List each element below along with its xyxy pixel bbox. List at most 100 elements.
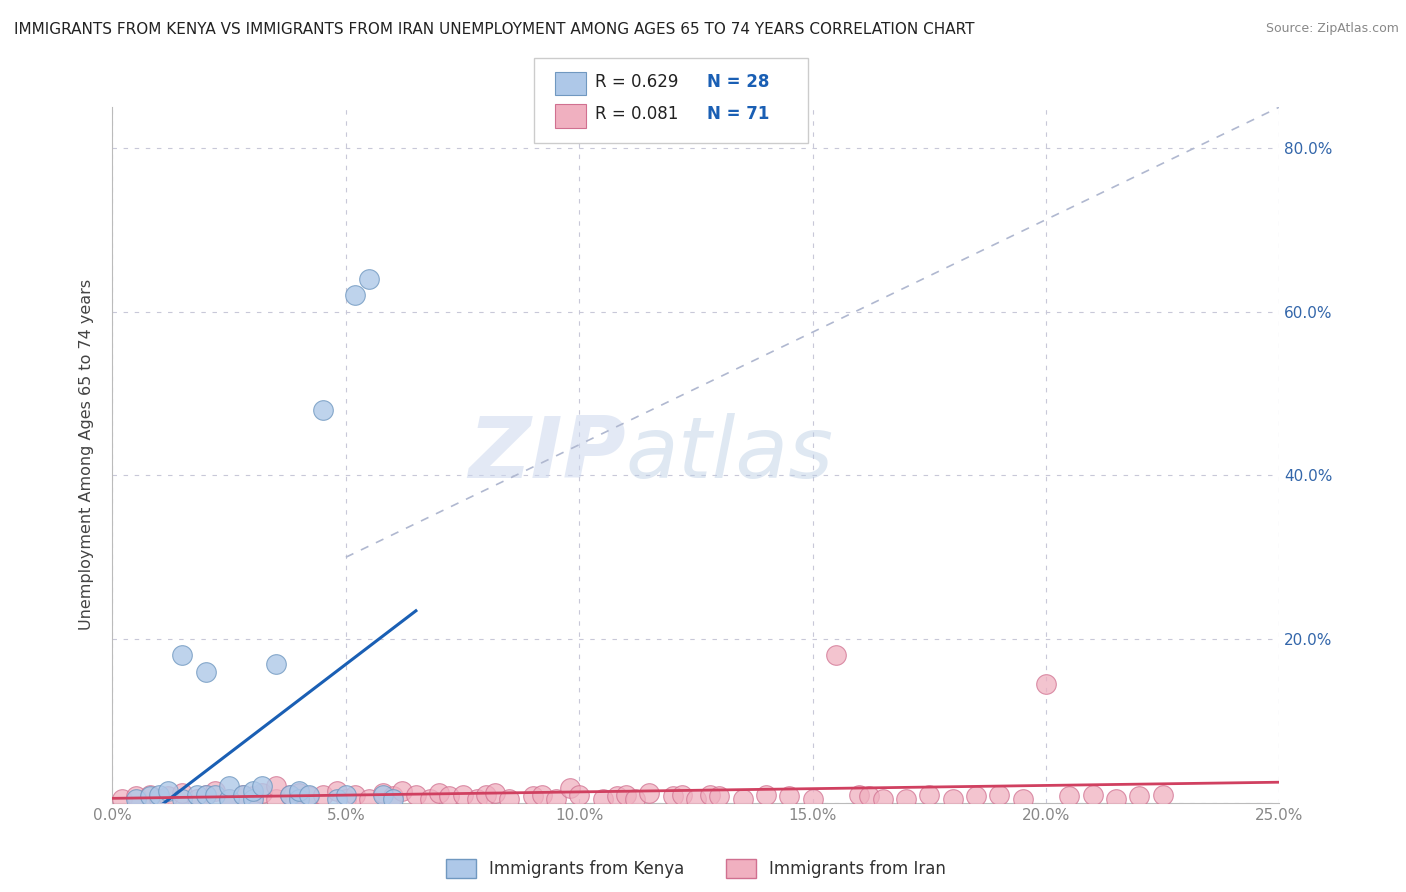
Point: [825, 648, 848, 663]
Text: atlas: atlas: [626, 413, 834, 497]
Point: [988, 788, 1011, 802]
Point: [1152, 788, 1174, 802]
Point: [288, 791, 311, 805]
Point: [250, 786, 273, 800]
Point: [373, 788, 395, 802]
Point: [544, 791, 567, 805]
Point: [111, 791, 134, 805]
Point: [1059, 789, 1081, 804]
Point: [419, 791, 441, 805]
Point: [344, 788, 367, 802]
Point: [204, 788, 226, 802]
Point: [1011, 791, 1033, 805]
Point: [218, 791, 240, 805]
Point: [172, 791, 194, 805]
Text: R = 0.081: R = 0.081: [595, 105, 678, 123]
Point: [1081, 788, 1104, 802]
Point: [638, 786, 661, 800]
Point: [755, 788, 778, 802]
Point: [624, 791, 647, 805]
Point: [592, 791, 614, 805]
Point: [606, 789, 628, 804]
Point: [172, 786, 194, 800]
Point: [148, 791, 170, 805]
Point: [148, 788, 170, 802]
Point: [614, 788, 637, 802]
Point: [405, 788, 427, 802]
Point: [1105, 791, 1128, 805]
Point: [391, 783, 413, 797]
Point: [194, 788, 217, 802]
Point: [232, 788, 254, 802]
Point: [437, 789, 460, 804]
Point: [172, 648, 194, 663]
Point: [325, 791, 347, 805]
Point: [965, 789, 987, 804]
Point: [801, 791, 824, 805]
Y-axis label: Unemployment Among Ages 65 to 74 years: Unemployment Among Ages 65 to 74 years: [79, 279, 94, 631]
Point: [264, 791, 287, 805]
Point: [278, 788, 301, 802]
Point: [731, 791, 754, 805]
Point: [427, 786, 450, 800]
Point: [918, 788, 941, 802]
Point: [194, 788, 217, 802]
Point: [484, 786, 506, 800]
Point: [242, 789, 264, 804]
Point: [671, 788, 693, 802]
Text: ZIP: ZIP: [468, 413, 626, 497]
Point: [498, 791, 520, 805]
Point: [373, 786, 395, 800]
Point: [872, 791, 894, 805]
Text: N = 71: N = 71: [707, 105, 769, 123]
Point: [699, 788, 721, 802]
Point: [1128, 789, 1150, 804]
Point: [218, 780, 240, 794]
Point: [858, 789, 880, 804]
Point: [661, 789, 683, 804]
Point: [278, 788, 301, 802]
Point: [139, 789, 162, 804]
Point: [186, 791, 208, 805]
Point: [232, 788, 254, 802]
Legend: Immigrants from Kenya, Immigrants from Iran: Immigrants from Kenya, Immigrants from I…: [439, 853, 953, 885]
Point: [264, 780, 287, 794]
Point: [381, 791, 404, 805]
Point: [894, 791, 917, 805]
Point: [125, 791, 148, 805]
Point: [288, 783, 311, 797]
Point: [381, 789, 404, 804]
Point: [335, 791, 357, 805]
Point: [568, 788, 591, 802]
Point: [522, 789, 544, 804]
Point: [218, 791, 240, 805]
Text: N = 28: N = 28: [707, 73, 769, 91]
Point: [1035, 677, 1057, 691]
Point: [157, 783, 180, 797]
Point: [194, 665, 217, 679]
Point: [709, 789, 731, 804]
Point: [250, 780, 273, 794]
Point: [242, 783, 264, 797]
Point: [311, 403, 333, 417]
Point: [311, 788, 333, 802]
Text: Source: ZipAtlas.com: Source: ZipAtlas.com: [1265, 22, 1399, 36]
Point: [465, 791, 488, 805]
Point: [297, 789, 319, 804]
Point: [139, 788, 162, 802]
Point: [264, 657, 287, 671]
Point: [186, 788, 208, 802]
Point: [125, 789, 148, 804]
Point: [475, 788, 498, 802]
Point: [204, 783, 226, 797]
Point: [297, 788, 319, 802]
Point: [685, 791, 707, 805]
Point: [335, 788, 357, 802]
Point: [359, 272, 381, 286]
Point: [288, 786, 311, 800]
Point: [344, 288, 367, 302]
Point: [530, 788, 553, 802]
Point: [242, 791, 264, 805]
Text: R = 0.629: R = 0.629: [595, 73, 678, 91]
Point: [325, 783, 347, 797]
